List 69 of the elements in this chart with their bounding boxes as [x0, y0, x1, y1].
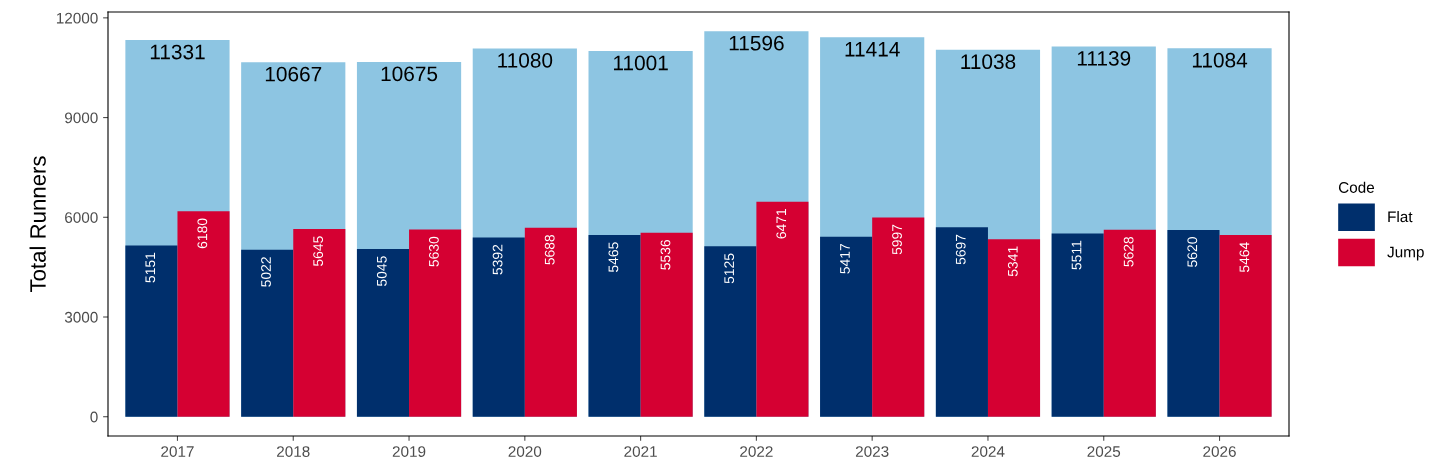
data-label: 6180	[197, 218, 208, 249]
bar	[1167, 229, 1220, 417]
x-tick-label: 2017	[161, 446, 194, 457]
data-label: 5628	[1123, 236, 1134, 267]
legend-label: Jump	[1387, 246, 1424, 261]
y-axis-title: Total Runners	[29, 156, 46, 293]
data-label: 5125	[724, 253, 735, 284]
data-label: 5997	[892, 224, 902, 255]
bar	[640, 232, 693, 417]
x-tick-label: 2021	[624, 446, 657, 457]
data-label: 11080	[498, 52, 553, 68]
data-label: 5151	[145, 252, 156, 283]
bar	[524, 227, 577, 417]
bar	[987, 239, 1041, 417]
data-label: 5620	[1187, 237, 1198, 267]
data-label: 5697	[955, 234, 966, 265]
data-label: 5688	[544, 234, 555, 265]
data-label: 10667	[265, 66, 322, 82]
bar	[1219, 235, 1272, 417]
data-label: 5645	[313, 236, 324, 267]
y-tick-label: 6000	[65, 212, 98, 223]
x-tick-label: 2026	[1203, 446, 1236, 457]
y-tick-label: 12000	[56, 12, 98, 24]
data-label: 11596	[729, 35, 784, 51]
bar	[1103, 229, 1156, 417]
data-label: 5630	[428, 236, 439, 267]
bar	[125, 245, 178, 417]
x-tick-label: 2023	[855, 446, 889, 457]
data-label: 5511	[1071, 240, 1082, 270]
y-tick-label: 0	[90, 411, 98, 423]
data-label: 11139	[1077, 51, 1131, 66]
data-label: 5022	[261, 257, 271, 287]
bar	[409, 229, 462, 417]
bar	[1051, 233, 1104, 417]
data-label: 11084	[1192, 52, 1248, 68]
data-label: 5392	[492, 244, 503, 275]
bar	[241, 249, 294, 417]
data-label: 11331	[150, 44, 205, 60]
data-label: 5341	[1007, 246, 1018, 277]
data-label: 5536	[660, 239, 671, 270]
x-tick-label: 2019	[392, 446, 426, 457]
data-label: 11038	[961, 54, 1016, 70]
data-label: 10675	[381, 66, 438, 82]
bar	[935, 227, 988, 417]
data-label: 11414	[845, 42, 900, 57]
bar	[872, 217, 925, 417]
bar	[472, 237, 525, 417]
data-label: 6471	[776, 208, 787, 239]
data-label: 11001	[614, 55, 668, 71]
data-label: 5464	[1239, 242, 1250, 273]
y-tick-label: 9000	[65, 112, 98, 124]
data-label: 5045	[376, 256, 387, 287]
data-label: 5417	[840, 244, 850, 274]
bar	[588, 235, 641, 417]
bar	[704, 246, 757, 417]
x-tick-label: 2024	[971, 446, 1005, 457]
legend-title: Code	[1338, 181, 1375, 193]
x-tick-label: 2025	[1087, 446, 1121, 457]
x-tick-label: 2018	[277, 446, 310, 457]
bar	[293, 229, 346, 417]
bar	[177, 211, 230, 417]
legend-label: Flat	[1388, 210, 1413, 223]
bar	[756, 201, 809, 417]
bar	[820, 236, 873, 417]
data-label: 5465	[608, 242, 619, 273]
x-tick-label: 2022	[740, 446, 773, 457]
bar	[356, 249, 410, 417]
y-tick-label: 3000	[64, 311, 98, 323]
x-tick-label: 2020	[508, 446, 542, 457]
